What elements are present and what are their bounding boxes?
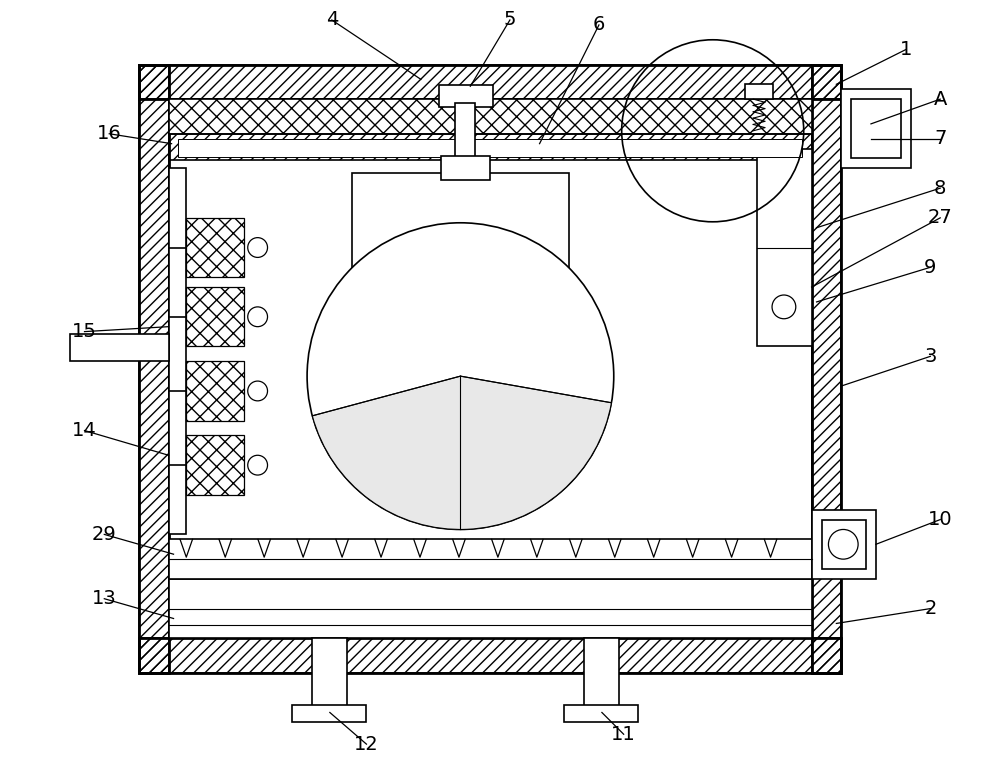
Circle shape xyxy=(828,529,858,559)
Bar xyxy=(70,334,169,362)
Text: 5: 5 xyxy=(504,11,516,29)
Text: 16: 16 xyxy=(97,124,122,144)
Bar xyxy=(169,539,812,579)
Circle shape xyxy=(307,223,614,529)
Bar xyxy=(139,64,841,99)
Circle shape xyxy=(248,456,268,475)
Bar xyxy=(169,579,812,639)
Bar xyxy=(139,639,841,673)
Text: 6: 6 xyxy=(593,16,605,34)
Text: 8: 8 xyxy=(934,178,946,198)
Bar xyxy=(292,705,366,722)
Text: 29: 29 xyxy=(92,525,117,544)
Bar xyxy=(812,64,841,673)
Circle shape xyxy=(248,381,268,401)
Text: 13: 13 xyxy=(92,589,117,608)
Bar xyxy=(584,639,619,712)
Bar xyxy=(312,639,347,712)
Text: 9: 9 xyxy=(924,258,937,277)
Bar xyxy=(564,705,638,722)
Bar xyxy=(186,287,244,346)
Text: 27: 27 xyxy=(928,208,953,227)
Bar xyxy=(139,64,169,673)
Text: 4: 4 xyxy=(326,11,338,29)
Text: 11: 11 xyxy=(611,725,636,743)
Bar xyxy=(169,168,186,535)
Bar xyxy=(139,64,169,673)
Bar xyxy=(851,99,901,158)
Circle shape xyxy=(248,307,268,327)
Bar xyxy=(186,218,244,277)
Text: A: A xyxy=(934,90,947,109)
Bar xyxy=(441,155,490,180)
Bar xyxy=(455,103,475,161)
Bar xyxy=(812,64,841,673)
Bar xyxy=(139,639,841,673)
Bar xyxy=(439,85,493,107)
Bar xyxy=(186,362,244,421)
Bar xyxy=(757,148,812,346)
Bar xyxy=(822,520,866,569)
Bar xyxy=(178,139,802,157)
Bar xyxy=(812,510,876,579)
Bar xyxy=(841,89,911,168)
Text: 1: 1 xyxy=(899,40,912,59)
Wedge shape xyxy=(312,376,611,529)
Text: 12: 12 xyxy=(354,735,379,753)
Bar xyxy=(352,173,569,346)
Text: 2: 2 xyxy=(924,599,937,618)
Bar xyxy=(169,99,812,133)
Bar xyxy=(745,85,773,99)
Bar xyxy=(139,64,841,99)
Text: 7: 7 xyxy=(934,130,946,148)
Bar xyxy=(169,99,812,639)
Text: 3: 3 xyxy=(924,347,937,365)
Text: 10: 10 xyxy=(928,510,953,529)
Bar xyxy=(169,133,812,161)
Text: 14: 14 xyxy=(72,421,97,440)
Text: 15: 15 xyxy=(72,322,97,341)
Bar xyxy=(186,435,244,495)
Circle shape xyxy=(772,295,796,319)
Circle shape xyxy=(248,237,268,258)
